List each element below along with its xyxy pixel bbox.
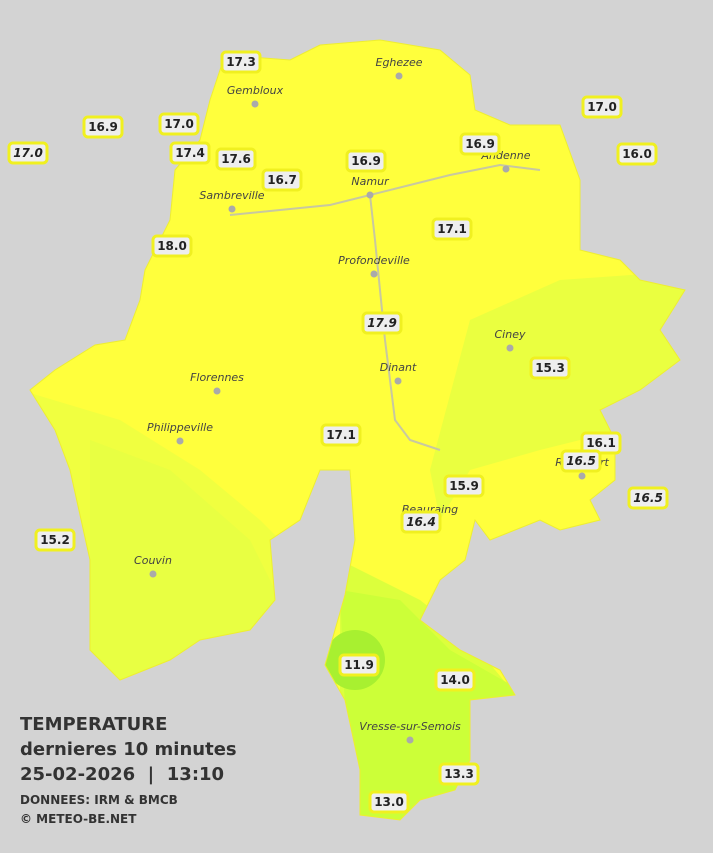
city-name: Profondeville <box>338 254 410 267</box>
city-dot <box>213 387 221 395</box>
city-dot <box>578 472 586 480</box>
station-temperature: 15.2 <box>40 533 70 547</box>
station-box <box>627 486 669 510</box>
city-name: Gembloux <box>227 84 284 97</box>
station-box <box>400 510 442 534</box>
station-temperature: 15.9 <box>449 479 479 493</box>
station-temperature: 13.3 <box>444 767 474 781</box>
station-temperature: 15.3 <box>535 361 565 375</box>
station-box <box>361 311 403 335</box>
station-box <box>261 168 303 192</box>
station-temperature: 13.0 <box>374 795 404 809</box>
station-box <box>320 423 362 447</box>
station-box <box>345 149 387 173</box>
station-temperature: 17.1 <box>437 222 467 236</box>
station-box <box>529 356 571 380</box>
station-temperature: 16.5 <box>566 454 596 468</box>
city-name: Sambreville <box>199 189 264 202</box>
city-dot <box>251 100 259 108</box>
station-temperature: 16.4 <box>406 515 436 529</box>
station-box <box>220 50 262 74</box>
city-name: Philippeville <box>147 421 213 434</box>
station-temperature: 14.0 <box>440 673 470 687</box>
station-temperature: 17.0 <box>587 100 617 114</box>
station-box <box>459 132 501 156</box>
city-name: Eghezee <box>376 56 423 69</box>
station-temperature: 17.0 <box>13 146 43 160</box>
city-dot <box>506 344 514 352</box>
station-box <box>34 528 76 552</box>
station-temperature: 18.0 <box>157 239 187 253</box>
station-box <box>7 141 49 165</box>
legend-subtitle: dernieres 10 minutes <box>20 739 237 760</box>
station-box <box>338 653 380 677</box>
city-dot <box>394 377 402 385</box>
city-dot <box>366 191 374 199</box>
station-temperature: 17.6 <box>221 152 251 166</box>
station-temperature: 16.9 <box>465 137 495 151</box>
city-dot <box>176 437 184 445</box>
station-box <box>158 112 200 136</box>
station-temperature: 16.1 <box>586 436 616 450</box>
legend-source: DONNEES: IRM & BMCB <box>20 793 178 807</box>
station-temperature: 17.3 <box>226 55 256 69</box>
city-name: Namur <box>351 175 390 188</box>
city-dot <box>370 270 378 278</box>
station-temperature: 17.0 <box>164 117 194 131</box>
legend-copyright: © METEO-BE.NET <box>20 812 137 826</box>
station-temperature: 16.7 <box>267 173 297 187</box>
station-temperature: 11.9 <box>344 658 374 672</box>
station-temperature: 16.9 <box>351 154 381 168</box>
station-temperature: 16.5 <box>633 491 663 505</box>
river <box>369 194 441 451</box>
legend-title: TEMPERATURE <box>20 714 167 735</box>
station-temperature: 16.0 <box>622 147 652 161</box>
city-name: Florennes <box>190 371 244 384</box>
station-temperature: 17.1 <box>326 428 356 442</box>
station-box <box>431 217 473 241</box>
city-dot <box>149 570 157 578</box>
stations: 17.3 16.9 17.0 17.0 17.4 17.6 16.7 16.9 16.9 17.0… <box>7 50 669 814</box>
city-name: Dinant <box>380 361 417 374</box>
station-box <box>434 668 476 692</box>
station-box <box>616 142 658 166</box>
station-box <box>581 95 623 119</box>
station-box <box>443 474 485 498</box>
city-dot <box>395 72 403 80</box>
city-dot <box>502 165 510 173</box>
station-temperature: 16.9 <box>88 120 118 134</box>
city-dot <box>406 736 414 744</box>
station-box <box>215 147 257 171</box>
station-box <box>169 141 211 165</box>
city-name: Vresse-sur-Semois <box>359 720 461 733</box>
city-name: Ciney <box>495 328 526 341</box>
station-box <box>438 762 480 786</box>
station-box <box>368 790 410 814</box>
station-temperature: 17.4 <box>175 146 205 160</box>
city-dot <box>228 205 236 213</box>
station-temperature: 17.9 <box>367 316 397 330</box>
station-box <box>151 234 193 258</box>
city-name: Couvin <box>134 554 172 567</box>
legend-timestamp: 25-02-2026 | 13:10 <box>20 764 224 785</box>
station-box <box>560 449 602 473</box>
river <box>229 163 541 216</box>
station-box <box>82 115 124 139</box>
